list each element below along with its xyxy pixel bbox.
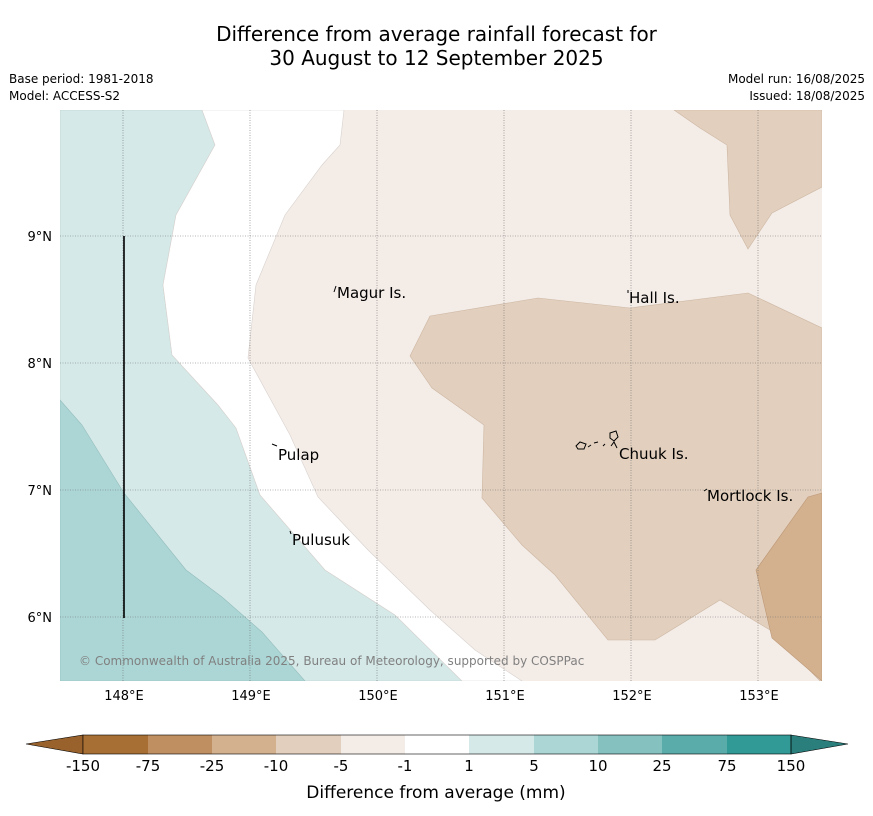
colorbar-label: 1 — [464, 757, 474, 775]
pulap-island-shape — [271, 443, 278, 447]
lon-tick-label: 152°E — [612, 689, 652, 704]
colorbar-label: -10 — [264, 757, 289, 775]
colorbar-bin — [83, 735, 148, 754]
colorbar-bin — [148, 735, 212, 754]
island-markers — [271, 285, 708, 535]
chuuk-lagoon-island-5 — [587, 444, 592, 448]
lon-gridlines — [122, 110, 759, 681]
title-line-1: Difference from average rainfall forecas… — [216, 22, 657, 46]
colorbar-label: 150 — [777, 757, 806, 775]
lon-tick-label: 151°E — [485, 689, 525, 704]
pulusuk-island-shape — [289, 530, 292, 535]
copyright-notice: © Commonwealth of Australia 2025, Bureau… — [79, 654, 584, 668]
lat-gridlines — [60, 235, 822, 618]
contour-minus10-to-minus5-b — [673, 110, 822, 250]
place-label-hall: Hall Is. — [629, 289, 680, 307]
contour-5-to-10 — [60, 399, 306, 681]
issued-date: Issued: 18/08/2025 — [749, 89, 865, 103]
contour-minus10-to-minus5-a — [409, 292, 822, 681]
colorbar-outline — [82, 734, 792, 755]
colorbar-bin — [469, 735, 534, 754]
lon-tick-label: 153°E — [739, 689, 779, 704]
colorbar-under-triangle — [25, 734, 84, 755]
lat-tick-label: 7°N — [28, 484, 53, 499]
lon-tick-label: 150°E — [358, 689, 398, 704]
colorbar-bin — [598, 735, 662, 754]
chuuk-lagoon-island-1 — [575, 441, 587, 450]
map-plot-area: Magur Is. Hall Is. Pulap Chuuk Is. Mortl… — [60, 110, 822, 681]
place-label-pulusuk: Pulusuk — [292, 531, 350, 549]
colorbar-over-triangle — [790, 734, 849, 755]
model-name: Model: ACCESS-S2 — [9, 89, 121, 103]
forecast-info-left: Base period: 1981-2018 Model: ACCESS-S2 — [9, 71, 154, 105]
colorbar-label: 75 — [717, 757, 736, 775]
place-label-mortlock: Mortlock Is. — [707, 487, 793, 505]
lat-tick-label: 9°N — [28, 230, 53, 245]
colorbar-label: -25 — [200, 757, 225, 775]
place-label-pulap: Pulap — [278, 446, 319, 464]
chuuk-lagoon-island-6 — [602, 443, 606, 447]
colorbar-bin — [212, 735, 276, 754]
forecast-info-right: Model run: 16/08/2025 Issued: 18/08/2025 — [728, 71, 865, 105]
place-label-chuuk: Chuuk Is. — [619, 445, 688, 463]
lon-tick-label: 149°E — [231, 689, 271, 704]
lat-tick-label: 6°N — [28, 611, 53, 626]
colorbar-legend: -150 -75 -25 -10 -5 -1 1 5 10 25 75 150 … — [25, 734, 849, 803]
chuuk-lagoon-island-3 — [610, 441, 618, 449]
contour-minus25-to-minus10 — [755, 492, 822, 681]
colorbar-label: -150 — [66, 757, 100, 775]
lat-tick-label: 8°N — [28, 357, 53, 372]
colorbar-bin — [341, 735, 405, 754]
mortlock-island-shape — [703, 488, 708, 492]
place-label-magur: Magur Is. — [337, 284, 406, 302]
colorbar-bin — [276, 735, 341, 754]
colorbar-label: -1 — [398, 757, 413, 775]
colorbar-label: 10 — [588, 757, 607, 775]
colorbar-bin — [727, 735, 791, 754]
colorbar-title: Difference from average (mm) — [306, 783, 565, 803]
map-title: Difference from average rainfall forecas… — [0, 22, 873, 70]
colorbar-label: 5 — [529, 757, 539, 775]
colorbar-label: -5 — [334, 757, 349, 775]
colorbar-bin — [534, 735, 598, 754]
lat-axis: 9°N 8°N 7°N 6°N — [28, 230, 53, 626]
base-period: Base period: 1981-2018 — [9, 72, 154, 86]
chuuk-lagoon-island-4 — [593, 441, 599, 444]
contour-neutral — [162, 110, 523, 681]
title-line-2: 30 August to 12 September 2025 — [269, 46, 604, 70]
magur-island-shape — [333, 285, 337, 293]
colorbar-bin — [405, 735, 469, 754]
model-run: Model run: 16/08/2025 — [727, 72, 865, 86]
colorbar-bin — [662, 735, 727, 754]
colorbar-label: 25 — [652, 757, 671, 775]
lon-tick-label: 148°E — [104, 689, 144, 704]
lon-axis: 148°E 149°E 150°E 151°E 152°E 153°E — [104, 689, 779, 704]
colorbar-label: -75 — [136, 757, 161, 775]
chuuk-lagoon-island-2 — [609, 430, 619, 442]
